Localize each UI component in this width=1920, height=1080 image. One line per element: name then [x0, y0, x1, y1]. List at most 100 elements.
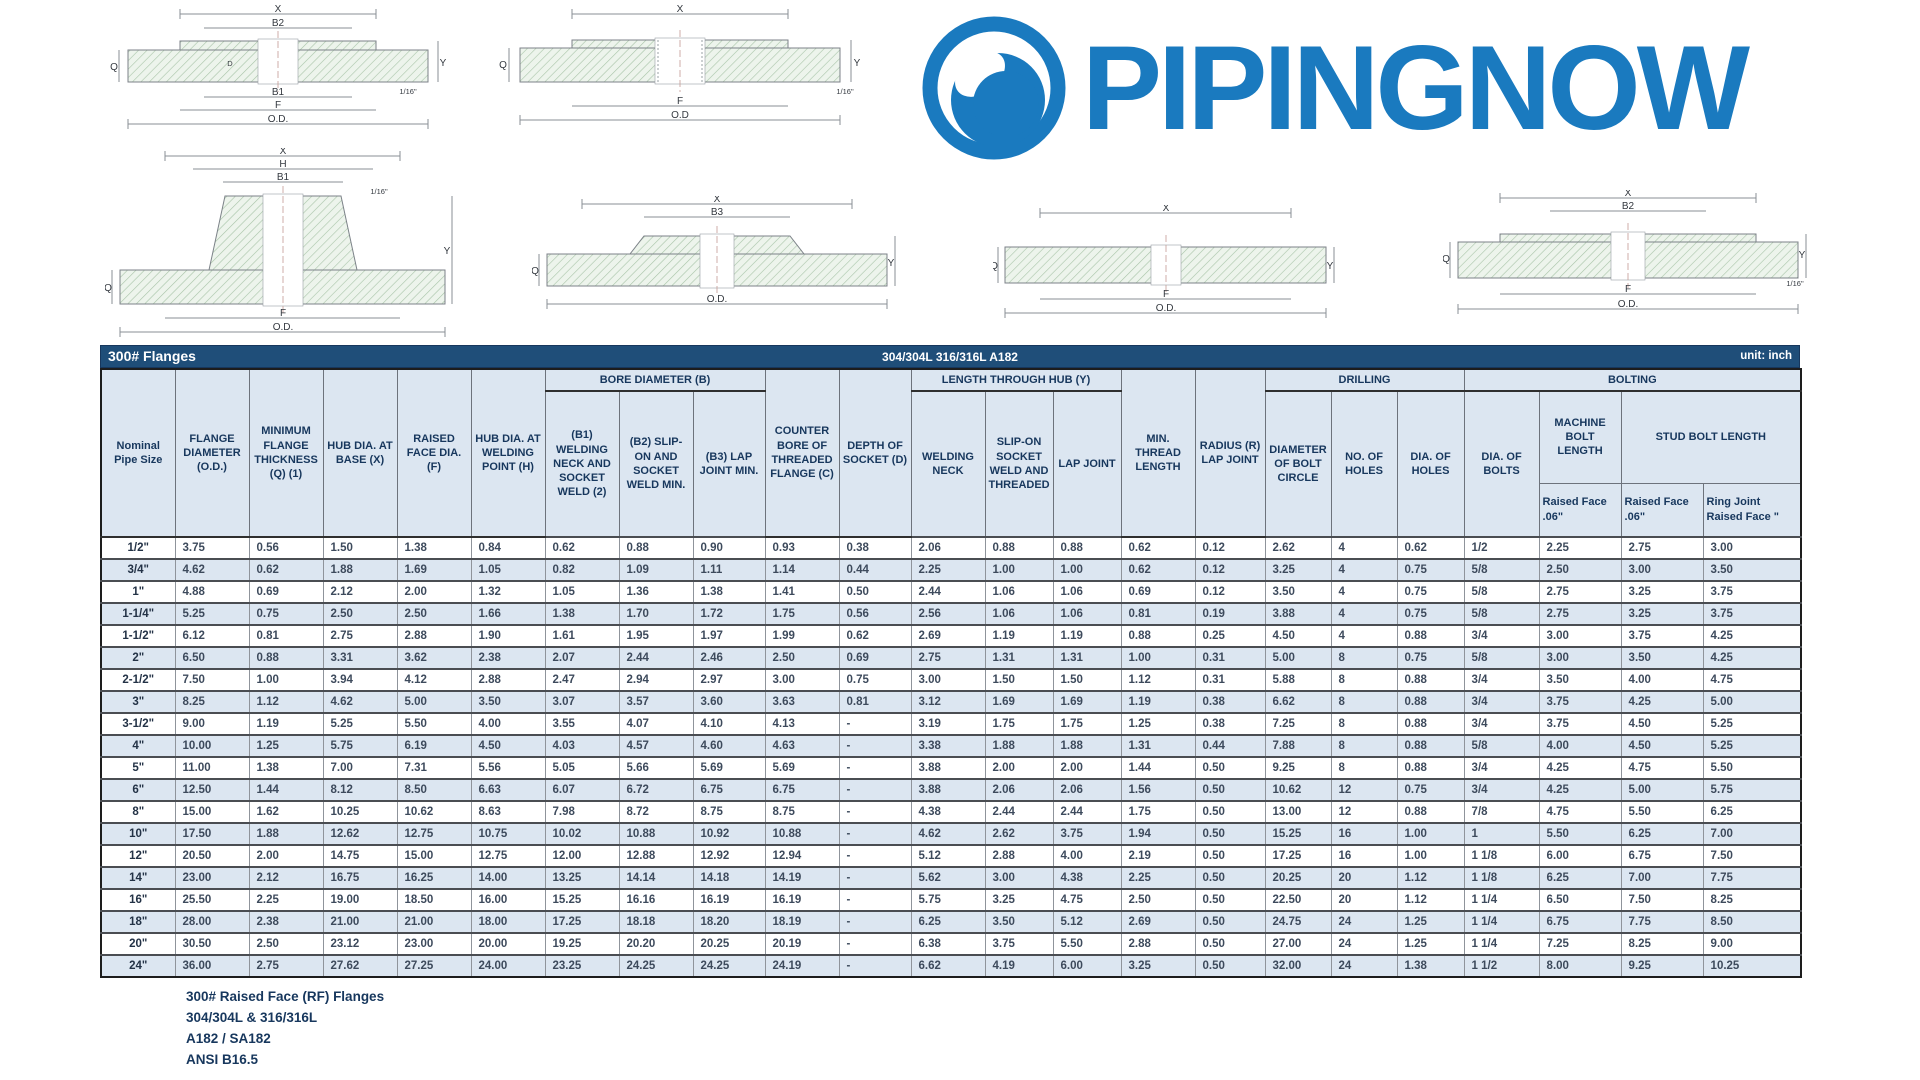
value-cell: 1.05 [544, 580, 620, 603]
group-header-bolting: BOLTING [1463, 368, 1802, 392]
value-cell: 2.25 [1538, 536, 1622, 559]
value-cell: 3.50 [1264, 580, 1332, 603]
value-cell: 5.75 [322, 734, 398, 757]
value-cell: 0.88 [1396, 690, 1465, 713]
value-cell: 3.63 [764, 690, 840, 713]
value-cell: 6.72 [618, 778, 694, 801]
value-cell: 12.75 [396, 822, 472, 845]
value-cell: 3.07 [544, 690, 620, 713]
value-cell: 1.25 [248, 734, 324, 757]
pipe-size-cell: 12" [100, 844, 176, 867]
plate-flange-drawing: X Q Y F O.D. [993, 205, 1335, 318]
value-cell: 6.75 [692, 778, 766, 801]
value-cell: 7.75 [1702, 866, 1802, 889]
value-cell: 4.00 [470, 712, 546, 735]
value-cell: 2.00 [396, 580, 472, 603]
value-cell: 5.00 [396, 690, 472, 713]
value-cell: 10.75 [470, 822, 546, 845]
value-cell: 4.19 [984, 954, 1054, 977]
value-cell: 5/8 [1463, 734, 1540, 757]
value-cell: 7.88 [1264, 734, 1332, 757]
value-cell: - [838, 822, 912, 845]
value-cell: 0.88 [1396, 756, 1465, 779]
value-cell: 2.12 [322, 580, 398, 603]
value-cell: - [838, 910, 912, 933]
pipe-size-cell: 2-1/2" [100, 668, 176, 691]
value-cell: 3.31 [322, 646, 398, 669]
value-cell: 2.19 [1120, 844, 1196, 867]
table-row: 16" 25.50 2.25 19.00 18.50 16.00 15.25 16.16 16.… [100, 888, 1802, 911]
value-cell: 4.13 [764, 712, 840, 735]
value-cell: 1.00 [984, 558, 1054, 581]
value-cell: 3.12 [910, 690, 986, 713]
value-cell: 1 [1463, 822, 1540, 845]
value-cell: 2.25 [248, 888, 324, 911]
value-cell: 5.25 [1702, 712, 1802, 735]
dim-label: 1/16" [836, 87, 854, 96]
col-header-b3: (B3) LAP JOINT MIN. [692, 390, 766, 538]
value-cell: 8.50 [1702, 910, 1802, 933]
value-cell: 2.56 [910, 602, 986, 625]
value-cell: 3.00 [1538, 624, 1622, 647]
value-cell: 6.75 [1538, 910, 1622, 933]
dim-label: O.D [671, 110, 689, 121]
table-row: 5" 11.00 1.38 7.00 7.31 5.56 5.05 5.66 5.69 5.69-… [100, 756, 1802, 779]
value-cell: 0.12 [1194, 580, 1266, 603]
flange-table: 300# Flanges 304/304L 316/316L A182 unit… [100, 345, 1803, 978]
value-cell: 2.75 [1620, 536, 1704, 559]
value-cell: 5.12 [1052, 910, 1122, 933]
value-cell: 20.25 [692, 932, 766, 955]
value-cell: 3.50 [984, 910, 1054, 933]
value-cell: 23.00 [174, 866, 250, 889]
value-cell: 24.25 [618, 954, 694, 977]
value-cell: 5.25 [174, 602, 250, 625]
value-cell: 14.19 [764, 866, 840, 889]
value-cell: 2.44 [618, 646, 694, 669]
value-cell: 1.44 [248, 778, 324, 801]
value-cell: 3.00 [984, 866, 1054, 889]
socket-weld-flange-drawing: X B2 D B1 F O.D. Q Y 1/16" [110, 4, 447, 129]
value-cell: 8.25 [1620, 932, 1704, 955]
value-cell: 20.25 [1264, 866, 1332, 889]
value-cell: 0.62 [1120, 536, 1196, 559]
value-cell: 0.75 [1396, 602, 1465, 625]
value-cell: 20.00 [470, 932, 546, 955]
value-cell: 3/4 [1463, 712, 1540, 735]
value-cell: 3.00 [1620, 558, 1704, 581]
value-cell: 27.62 [322, 954, 398, 977]
value-cell: 2.06 [1052, 778, 1122, 801]
col-header-stud-bolt: STUD BOLT LENGTH [1620, 390, 1802, 484]
value-cell: 3.75 [1052, 822, 1122, 845]
value-cell: 9.25 [1620, 954, 1704, 977]
value-cell: 0.75 [1396, 646, 1465, 669]
value-cell: 7.50 [1702, 844, 1802, 867]
value-cell: 6.12 [174, 624, 250, 647]
value-cell: 0.88 [1396, 668, 1465, 691]
value-cell: 27.00 [1264, 932, 1332, 955]
value-cell: 8 [1330, 756, 1398, 779]
slip-on-flange-drawing: X B2 Q Y F O.D. 1/16" [1443, 190, 1807, 314]
value-cell: 4.00 [1620, 668, 1704, 691]
value-cell: 15.25 [544, 888, 620, 911]
value-cell: 1.69 [396, 558, 472, 581]
value-cell: 0.50 [1194, 932, 1266, 955]
table-row: 1/2" 3.75 0.56 1.50 1.38 0.84 0.62 0.88 0.90 0.93… [100, 536, 1802, 559]
table-row: 1-1/2" 6.12 0.81 2.75 2.88 1.90 1.61 1.95 1.97 1.… [100, 624, 1802, 647]
value-cell: 8.75 [692, 800, 766, 823]
value-cell: 7/8 [1463, 800, 1540, 823]
value-cell: 4.25 [1620, 690, 1704, 713]
value-cell: 1.06 [984, 580, 1054, 603]
value-cell: 14.14 [618, 866, 694, 889]
value-cell: 0.81 [248, 624, 324, 647]
value-cell: 3.25 [1120, 954, 1196, 977]
value-cell: 5.66 [618, 756, 694, 779]
value-cell: 10.00 [174, 734, 250, 757]
value-cell: 4 [1330, 624, 1398, 647]
dim-label: O.D. [273, 322, 294, 333]
value-cell: 12.94 [764, 844, 840, 867]
col-header-thickness: MINIMUM FLANGE THICKNESS (Q) (1) [248, 368, 324, 538]
value-cell: 0.90 [692, 536, 766, 559]
value-cell: 19.25 [544, 932, 620, 955]
value-cell: 8.63 [470, 800, 546, 823]
value-cell: 0.31 [1194, 668, 1266, 691]
